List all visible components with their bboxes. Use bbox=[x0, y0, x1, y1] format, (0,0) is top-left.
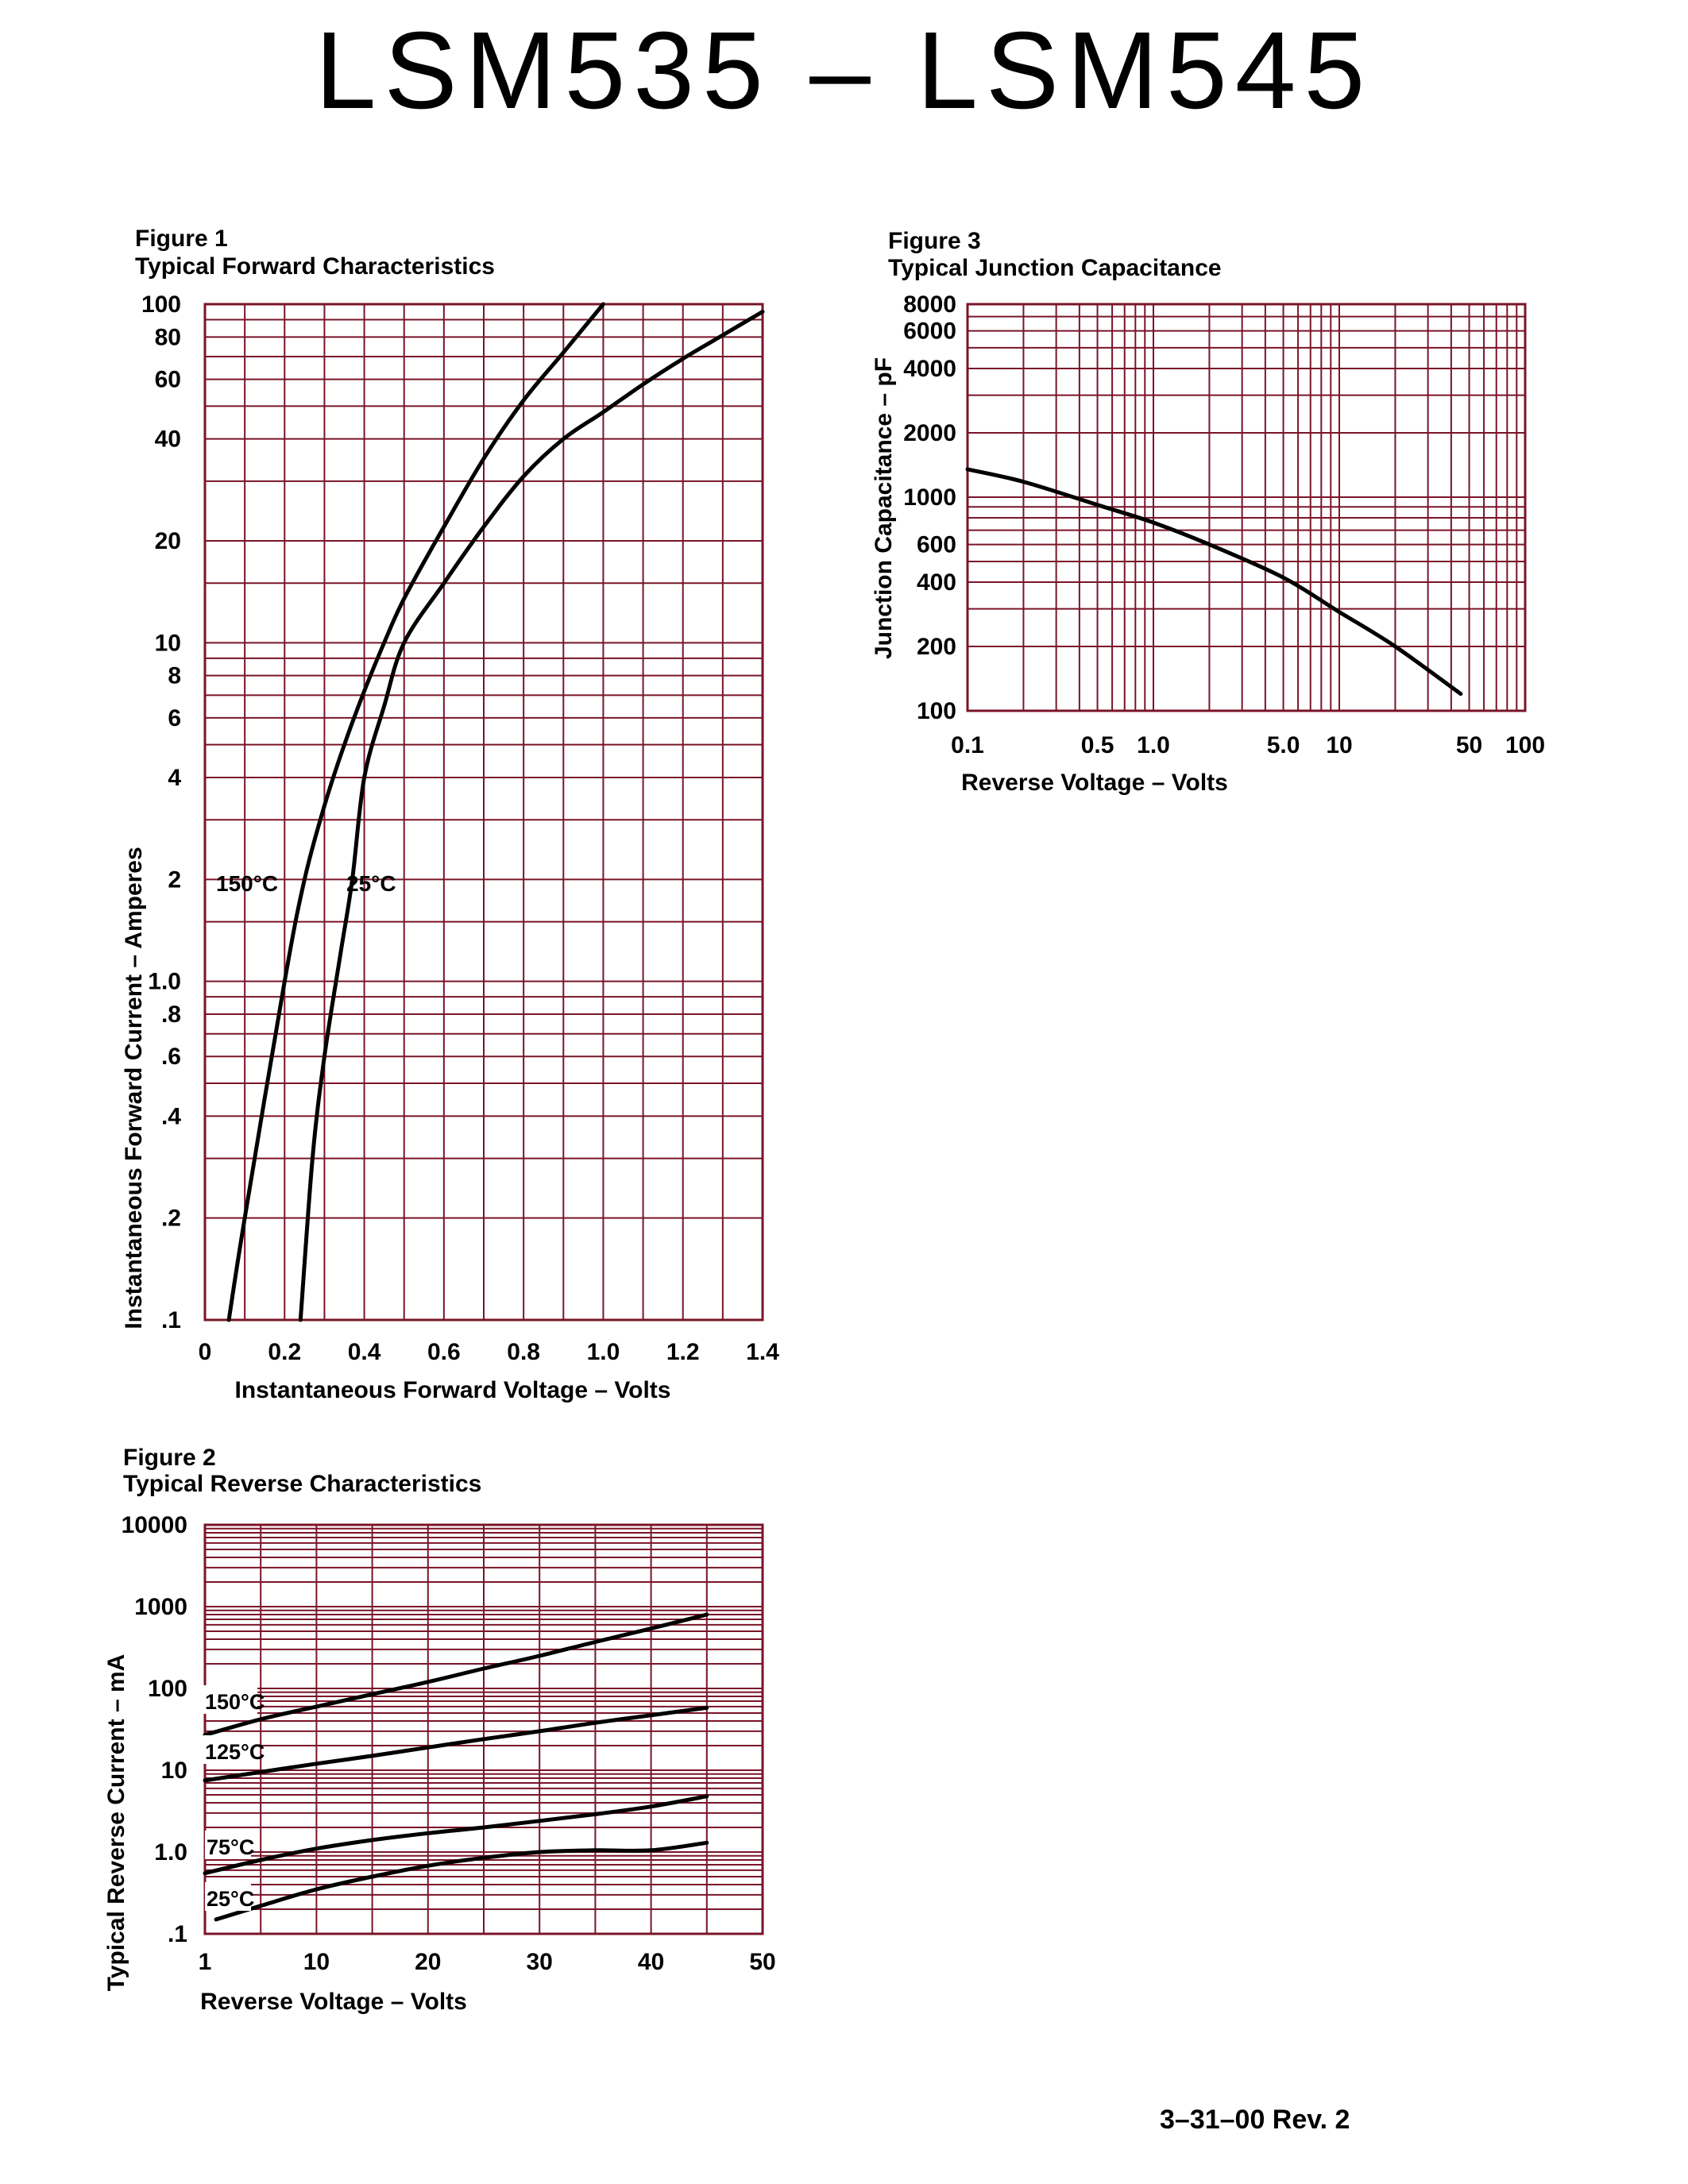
figure-3-label: Figure 3 bbox=[888, 228, 981, 254]
label-box-75c bbox=[205, 1831, 251, 1859]
figure-3-title: Typical Junction Capacitance bbox=[888, 255, 1222, 281]
y-tick-label: 100 bbox=[141, 291, 181, 318]
label-box-25c bbox=[205, 1882, 251, 1911]
series-line-fig1-0 bbox=[226, 302, 605, 1322]
x-tick-label: 5.0 bbox=[1267, 732, 1300, 758]
x-tick-label: 50 bbox=[749, 1949, 775, 1975]
x-tick-label: 40 bbox=[638, 1949, 664, 1975]
x-tick-label: 0.5 bbox=[1081, 732, 1114, 758]
figure-1-annotation-25c: 25°C bbox=[346, 871, 396, 896]
y-tick-label: 40 bbox=[155, 426, 181, 453]
y-tick-label: .6 bbox=[161, 1044, 181, 1070]
figure-3-x-axis-label: Reverse Voltage – Volts bbox=[961, 770, 1228, 796]
figure-2-title: Typical Reverse Characteristics bbox=[123, 1471, 481, 1497]
y-tick-label: 200 bbox=[917, 634, 956, 660]
y-tick-label: 100 bbox=[917, 698, 956, 724]
figure-2-x-axis-label: Reverse Voltage – Volts bbox=[200, 1989, 467, 2015]
x-tick-label: 20 bbox=[415, 1949, 441, 1975]
figure-2-annotation-75c: 75°C bbox=[207, 1835, 254, 1859]
y-tick-label: 400 bbox=[917, 569, 956, 596]
figure-2-annotation-125c: 125°C bbox=[205, 1740, 265, 1764]
y-tick-label: 4000 bbox=[903, 356, 956, 382]
figure-2-reverse-characteristics: Figure 2 Typical Reverse Characteristics… bbox=[103, 1445, 776, 2015]
y-tick-label: 6 bbox=[168, 705, 181, 731]
y-tick-label: 10 bbox=[161, 1758, 187, 1784]
figure-3-x-tick-labels: 0.1 0.5 1.0 5.0 10 50 100 bbox=[951, 732, 1545, 758]
x-tick-label: 0.6 bbox=[427, 1339, 461, 1365]
figure-2-grid bbox=[203, 1523, 764, 1935]
figure-2-y-axis-label: Typical Reverse Current – mA bbox=[103, 1654, 129, 1992]
y-tick-label: 2000 bbox=[903, 420, 956, 446]
figure-2-curves bbox=[203, 1612, 709, 1922]
x-tick-label: 0.8 bbox=[507, 1339, 540, 1365]
figure-2-x-tick-labels: 1 10 20 30 40 50 bbox=[199, 1949, 776, 1975]
series-line-fig2-3 bbox=[214, 1840, 709, 1922]
figure-1-title: Typical Forward Characteristics bbox=[135, 253, 495, 280]
y-tick-label: 1000 bbox=[134, 1594, 187, 1620]
y-tick-label: 2 bbox=[168, 866, 181, 893]
y-tick-label: 60 bbox=[155, 367, 181, 393]
x-tick-label: 1 bbox=[199, 1949, 212, 1975]
x-tick-label: 0.2 bbox=[268, 1339, 301, 1365]
y-tick-label: .4 bbox=[161, 1103, 181, 1129]
y-tick-label: 10 bbox=[155, 630, 181, 656]
x-tick-label: 0.4 bbox=[348, 1339, 381, 1365]
y-tick-label: .2 bbox=[161, 1206, 181, 1232]
figure-2-curve-labels: 150°C 125°C 75°C 25°C bbox=[203, 1685, 265, 1911]
x-tick-label: 1.0 bbox=[587, 1339, 620, 1365]
x-tick-label: 10 bbox=[303, 1949, 330, 1975]
series-line-fig2-1 bbox=[203, 1705, 709, 1783]
series-line-fig2-2 bbox=[203, 1794, 709, 1876]
y-tick-label: 1.0 bbox=[154, 1839, 187, 1866]
y-tick-label: 10000 bbox=[122, 1512, 187, 1538]
figure-1-x-tick-labels: 0 0.2 0.4 0.6 0.8 1.0 1.2 1.4 bbox=[199, 1339, 780, 1365]
figure-3-y-axis-label: Junction Capacitance – pF bbox=[871, 357, 897, 659]
y-tick-label: 4 bbox=[168, 765, 181, 791]
x-tick-label: 1.0 bbox=[1137, 732, 1170, 758]
figure-1-forward-characteristics: Figure 1 Typical Forward Characteristics… bbox=[121, 226, 779, 1403]
figure-1-x-axis-label: Instantaneous Forward Voltage – Volts bbox=[235, 1377, 671, 1403]
series-line-fig2-0 bbox=[203, 1612, 709, 1738]
y-tick-label: 1.0 bbox=[148, 969, 181, 995]
y-tick-label: 8000 bbox=[903, 291, 956, 318]
figure-3-junction-capacitance: Figure 3 Typical Junction Capacitance 0.… bbox=[871, 228, 1545, 796]
x-tick-label: 100 bbox=[1505, 732, 1545, 758]
page-title: LSM535 – LSM545 bbox=[315, 10, 1373, 132]
label-box-125c bbox=[203, 1735, 257, 1764]
y-tick-label: .8 bbox=[161, 1001, 181, 1028]
figure-1-y-axis-label: Instantaneous Forward Current – Amperes bbox=[121, 847, 147, 1329]
figure-1-y-tick-labels: .1 .2 .4 .6 .8 1.0 2 4 6 8 10 20 40 60 80 100 bbox=[141, 291, 181, 1333]
figure-1-label: Figure 1 bbox=[135, 226, 228, 252]
x-tick-label: 30 bbox=[527, 1949, 553, 1975]
figure-1-annotation-150c: 150°C bbox=[216, 871, 278, 896]
figure-2-y-tick-labels: .1 1.0 10 100 1000 10000 bbox=[122, 1512, 187, 1947]
figure-1-curves bbox=[226, 302, 765, 1322]
y-tick-label: 20 bbox=[155, 528, 181, 554]
y-tick-label: .1 bbox=[168, 1921, 187, 1947]
y-tick-label: 100 bbox=[148, 1676, 187, 1702]
figure-3-grid bbox=[966, 303, 1527, 712]
figure-2-annotation-25c: 25°C bbox=[207, 1887, 254, 1911]
x-tick-label: 0.1 bbox=[951, 732, 984, 758]
y-tick-label: 80 bbox=[155, 324, 181, 350]
figure-2-annotation-150c: 150°C bbox=[205, 1690, 265, 1714]
series-line-fig1-1 bbox=[298, 310, 765, 1322]
x-tick-label: 1.2 bbox=[666, 1339, 700, 1365]
series-line-fig3-0 bbox=[965, 467, 1463, 696]
figure-2-label: Figure 2 bbox=[123, 1445, 216, 1471]
x-tick-label: 0 bbox=[199, 1339, 212, 1365]
y-tick-label: .1 bbox=[161, 1307, 181, 1333]
y-tick-label: 600 bbox=[917, 532, 956, 558]
x-tick-label: 1.4 bbox=[746, 1339, 779, 1365]
label-box-150c bbox=[203, 1685, 257, 1714]
x-tick-label: 50 bbox=[1456, 732, 1482, 758]
y-tick-label: 6000 bbox=[903, 318, 956, 345]
y-tick-label: 8 bbox=[168, 663, 181, 689]
figure-3-curves bbox=[965, 467, 1463, 696]
x-tick-label: 10 bbox=[1326, 732, 1352, 758]
revision-footer: 3–31–00 Rev. 2 bbox=[1160, 2105, 1350, 2135]
y-tick-label: 1000 bbox=[903, 484, 956, 511]
